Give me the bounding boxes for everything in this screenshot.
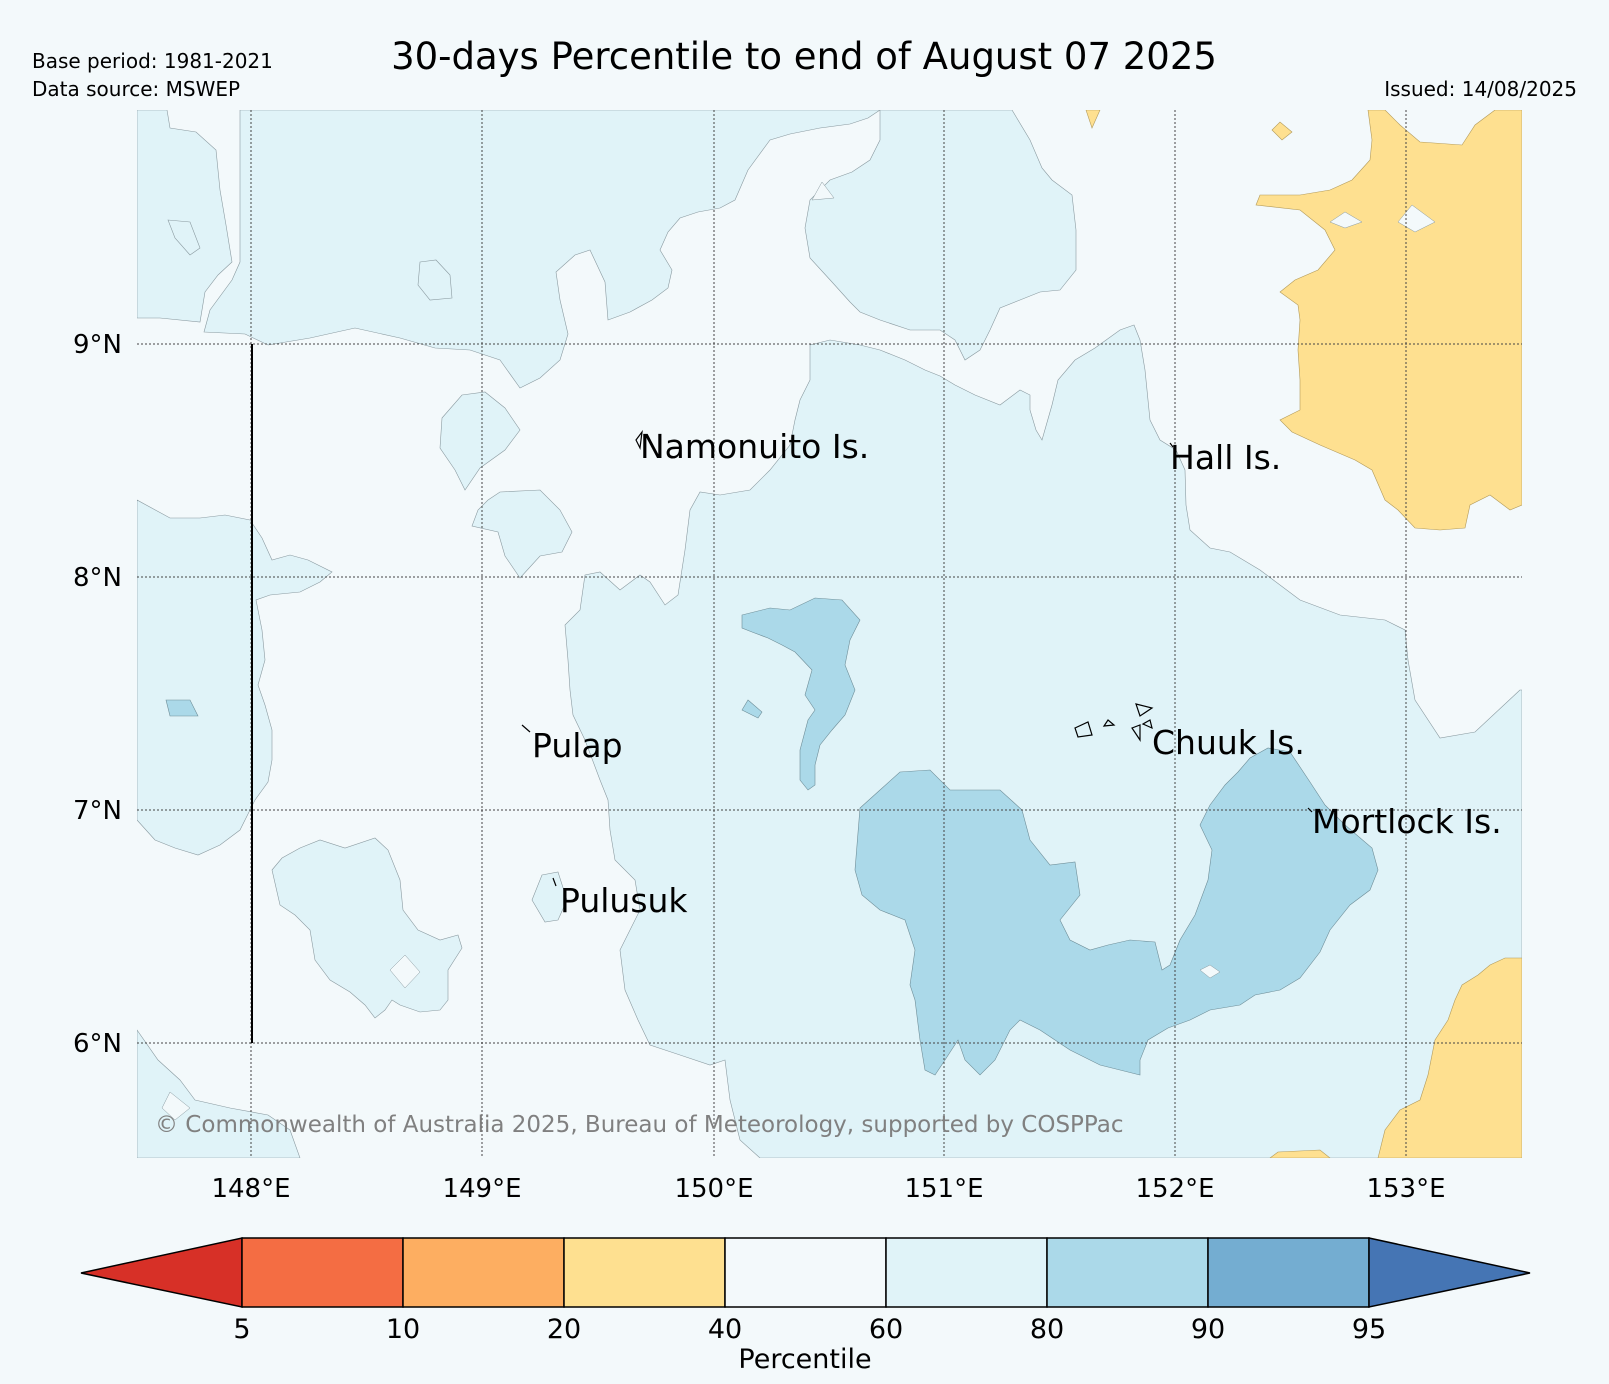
region-southeast-80-90 xyxy=(854,747,1379,1076)
island-chuuk-3 xyxy=(1135,703,1154,717)
colorbar-bin-60-80 xyxy=(885,1237,1048,1308)
percentile-20-40-regions xyxy=(1085,110,1522,1158)
colorbar-tick-40: 40 xyxy=(708,1314,742,1345)
island-pulusuk xyxy=(552,877,557,887)
percentile-40-60-holes xyxy=(161,181,1436,1121)
figure-title: 30-days Percentile to end of August 07 2… xyxy=(391,35,1217,78)
island-chuuk-5 xyxy=(1141,719,1153,730)
island-chuuk-4 xyxy=(1131,724,1141,742)
data-source-text: Data source: MSWEP xyxy=(32,77,240,101)
island-namonuito xyxy=(635,429,643,451)
colorbar-extend-low xyxy=(80,1237,243,1308)
colorbar-bin-5-10 xyxy=(241,1237,404,1308)
lon-tick-148: 148°E xyxy=(211,1174,290,1204)
lon-tick-150: 150°E xyxy=(674,1174,753,1204)
island-mortlock xyxy=(1307,807,1313,813)
region-isle-2-60-80 xyxy=(439,391,521,491)
hole-4 xyxy=(389,954,421,989)
base-period-text: Base period: 1981-2021 xyxy=(32,49,273,73)
label-namonuito: Namonuito Is. xyxy=(640,427,869,466)
label-pulap: Pulap xyxy=(532,726,623,765)
lon-tick-151: 151°E xyxy=(904,1174,983,1204)
colorbar-label: Percentile xyxy=(738,1344,871,1375)
region-northwest-60-80 xyxy=(137,110,233,323)
region-isle-3-60-80 xyxy=(167,219,201,256)
colorbar-bin-80-90 xyxy=(1046,1237,1209,1308)
lon-tick-152: 152°E xyxy=(1135,1174,1214,1204)
hole-5 xyxy=(1199,964,1221,979)
longitude-ticks: 148°E 149°E 150°E 151°E 152°E 153°E xyxy=(211,1174,1445,1204)
colorbar-bin-90-95 xyxy=(1207,1237,1370,1308)
label-hall: Hall Is. xyxy=(1170,438,1281,477)
region-west-60-80 xyxy=(137,499,333,856)
copyright-text: © Commonwealth of Australia 2025, Bureau… xyxy=(155,1112,1124,1138)
colorbar-bin-40-60 xyxy=(724,1237,887,1308)
colorbar-tick-95: 95 xyxy=(1352,1314,1386,1345)
label-pulusuk: Pulusuk xyxy=(560,881,688,920)
colorbar-bin-10-20 xyxy=(402,1237,565,1308)
island-chuuk-2 xyxy=(1102,719,1116,727)
island-hall xyxy=(1169,442,1174,448)
colorbar-ticks: 5 10 20 40 60 80 90 95 xyxy=(233,1314,1386,1345)
region-isle-6-80-90 xyxy=(741,699,763,719)
lon-tick-149: 149°E xyxy=(442,1174,521,1204)
lat-tick-8: 8°N xyxy=(73,563,122,593)
region-isle-1-60-80 xyxy=(471,489,573,579)
region-isle-4-60-80 xyxy=(417,259,453,301)
island-chuuk-1 xyxy=(1074,721,1093,738)
region-north-center-60-80 xyxy=(804,110,1077,361)
colorbar-tick-60: 60 xyxy=(869,1314,903,1345)
colorbar-tick-5: 5 xyxy=(233,1314,250,1345)
region-island-pulusuk-60-80 xyxy=(531,871,568,923)
map-gridlines xyxy=(137,110,1522,1158)
region-southeast-20-40 xyxy=(1377,957,1522,1158)
region-central-80-90 xyxy=(741,597,861,791)
percentile-80-90-regions xyxy=(165,597,1379,1076)
label-mortlock: Mortlock Is. xyxy=(1312,802,1502,841)
hole-6 xyxy=(161,1091,191,1121)
region-isle-south-20-40 xyxy=(1269,1149,1331,1158)
lat-tick-7: 7°N xyxy=(73,796,122,826)
lat-tick-6: 6°N xyxy=(73,1029,122,1059)
region-isle-5-80-90 xyxy=(165,699,199,717)
colorbar-tick-10: 10 xyxy=(386,1314,420,1345)
place-labels: Namonuito Is. Hall Is. Pulap Chuuk Is. M… xyxy=(532,427,1502,920)
island-outlines xyxy=(521,429,1313,887)
region-northeast-20-40 xyxy=(1255,110,1522,531)
lat-tick-9: 9°N xyxy=(73,330,122,360)
colorbar-extend-high xyxy=(1368,1237,1531,1308)
island-pulap xyxy=(521,724,531,733)
lon-tick-153: 153°E xyxy=(1366,1174,1445,1204)
map-panel: Namonuito Is. Hall Is. Pulap Chuuk Is. M… xyxy=(137,110,1522,1158)
latitude-ticks: 9°N 8°N 7°N 6°N xyxy=(73,330,122,1059)
issued-text: Issued: 14/08/2025 xyxy=(1384,77,1577,101)
colorbar-tick-90: 90 xyxy=(1191,1314,1225,1345)
colorbar: 5 10 20 40 60 80 90 95 Percentile xyxy=(80,1237,1531,1375)
hole-2 xyxy=(1329,211,1363,229)
colorbar-tick-20: 20 xyxy=(547,1314,581,1345)
region-south-coast-60-80 xyxy=(137,1029,301,1158)
colorbar-bin-20-40 xyxy=(563,1237,726,1308)
hole-3 xyxy=(1397,204,1436,233)
region-isle-north-20-40 xyxy=(1085,110,1101,129)
region-isle-east-20-40 xyxy=(1271,121,1293,141)
hole-1 xyxy=(811,181,835,201)
region-north-band-60-80 xyxy=(203,110,881,389)
label-chuuk: Chuuk Is. xyxy=(1152,723,1305,762)
colorbar-tick-80: 80 xyxy=(1030,1314,1064,1345)
